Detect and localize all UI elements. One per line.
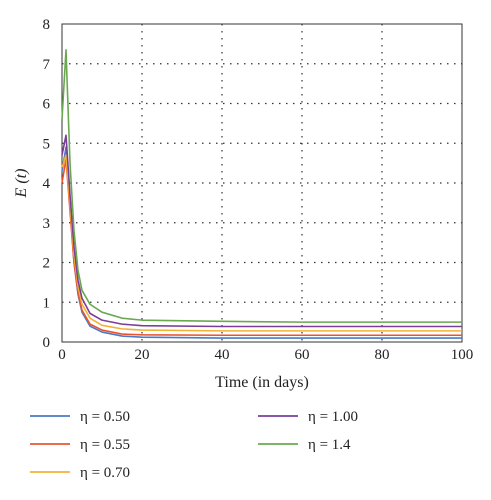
x-tick-label: 80: [375, 347, 390, 363]
legend-item: η = 1.4: [258, 437, 351, 453]
legend-item: η = 0.55: [30, 437, 130, 453]
legend-label: η = 1.00: [308, 409, 358, 425]
x-tick-label: 0: [58, 347, 66, 363]
legend-item: η = 1.00: [258, 409, 358, 425]
y-axis-label: E (t): [13, 169, 30, 199]
legend-label: η = 1.4: [308, 437, 351, 453]
legend-label: η = 0.50: [80, 409, 130, 425]
legend-label: η = 0.55: [80, 437, 130, 453]
y-tick-label: 2: [43, 256, 51, 272]
legend-item: η = 0.70: [30, 465, 130, 481]
series-line-4: [61, 49, 462, 323]
series-line-2: [61, 154, 462, 332]
x-tick-labels: 0 20 40 60 80 100: [58, 347, 473, 363]
x-axis-label: Time (in days): [215, 374, 309, 391]
series-line-3: [61, 134, 462, 328]
grid-lines: [62, 24, 462, 342]
x-tick-label: 40: [215, 347, 230, 363]
y-tick-label: 0: [43, 335, 51, 351]
series-lines: [61, 49, 462, 339]
legend-label: η = 0.70: [80, 465, 130, 481]
y-tick-label: 7: [43, 57, 51, 73]
legend: η = 0.50 η = 0.55 η = 0.70 η = 1.00 η = 1.4: [30, 409, 358, 481]
y-tick-label: 6: [43, 97, 51, 113]
x-tick-label: 100: [451, 347, 474, 363]
legend-item: η = 0.50: [30, 409, 130, 425]
y-tick-label: 5: [43, 136, 51, 152]
y-tick-label: 8: [43, 17, 51, 33]
x-tick-label: 60: [295, 347, 310, 363]
y-tick-label: 4: [43, 176, 51, 192]
y-tick-label: 1: [43, 295, 51, 311]
y-tick-labels: 0 1 2 3 4 5 6 7 8: [43, 17, 51, 351]
series-line-1: [61, 158, 462, 337]
series-line-0: [61, 146, 462, 339]
x-tick-label: 20: [135, 347, 150, 363]
y-tick-label: 3: [43, 216, 51, 232]
plot-frame: [61, 23, 463, 343]
